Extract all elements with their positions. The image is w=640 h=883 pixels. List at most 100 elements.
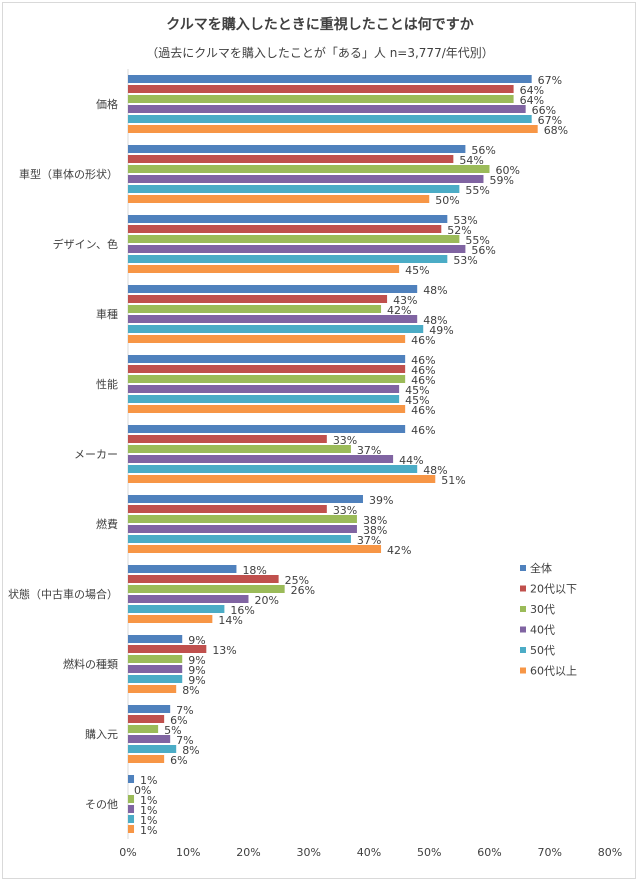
data-label: 13%: [212, 644, 236, 657]
legend-swatch: [520, 585, 526, 592]
data-label: 44%: [399, 454, 423, 467]
data-label: 48%: [423, 314, 447, 327]
data-label: 56%: [471, 244, 495, 257]
data-label: 54%: [459, 154, 483, 167]
data-label: 46%: [411, 404, 435, 417]
bar: [128, 375, 406, 383]
bar: [128, 605, 225, 613]
legend-swatch: [520, 667, 526, 674]
legend-swatch: [520, 606, 526, 612]
data-label: 38%: [363, 524, 387, 537]
data-label: 33%: [333, 504, 357, 517]
x-tick-label: 40%: [357, 846, 381, 859]
data-label: 6%: [170, 714, 187, 727]
data-label: 46%: [411, 424, 435, 437]
data-label: 37%: [357, 534, 381, 547]
data-label: 46%: [411, 364, 435, 377]
bar: [128, 675, 183, 683]
bar: [128, 725, 159, 733]
x-tick-label: 60%: [477, 846, 501, 859]
bar: [128, 165, 490, 173]
category-label: 車種: [96, 307, 118, 321]
bar: [128, 285, 418, 293]
bar: [128, 825, 135, 833]
bar: [128, 185, 460, 193]
data-label: 53%: [453, 214, 477, 227]
data-label: 1%: [140, 804, 157, 817]
bar: [128, 95, 514, 103]
data-label: 8%: [182, 684, 199, 697]
bar: [128, 805, 135, 813]
data-label: 6%: [170, 754, 187, 767]
data-label: 45%: [405, 384, 429, 397]
x-tick-label: 10%: [176, 846, 200, 859]
bar: [128, 75, 532, 83]
data-label: 7%: [176, 734, 193, 747]
bar: [128, 735, 171, 743]
data-label: 1%: [140, 794, 157, 807]
category-label: 価格: [96, 97, 118, 111]
bar: [128, 315, 418, 323]
data-label: 1%: [140, 774, 157, 787]
bar: [128, 125, 538, 133]
bar: [128, 755, 165, 763]
bar: [128, 255, 448, 263]
data-label: 9%: [188, 674, 205, 687]
data-label: 55%: [465, 184, 489, 197]
data-label: 38%: [363, 514, 387, 527]
category-label: 燃料の種類: [63, 657, 118, 671]
legend-label: 20代以下: [530, 583, 577, 596]
bar: [128, 395, 400, 403]
bar: [128, 775, 135, 783]
data-label: 18%: [242, 564, 266, 577]
legend-label: 60代以上: [530, 665, 577, 678]
data-label: 20%: [255, 594, 279, 607]
data-label: 64%: [520, 94, 544, 107]
bar: [128, 385, 400, 393]
bar: [128, 215, 448, 223]
bar: [128, 635, 183, 643]
bar: [128, 465, 418, 473]
data-label: 14%: [218, 614, 242, 627]
category-label: 車型（車体の形状）: [19, 167, 118, 181]
bar: [128, 615, 213, 623]
category-label: デザイン、色: [53, 237, 118, 251]
legend-swatch: [520, 626, 526, 633]
data-label: 1%: [140, 814, 157, 827]
bar: [128, 295, 388, 303]
category-label: 状態（中古車の場合）: [8, 587, 118, 601]
legend-swatch: [520, 647, 526, 653]
data-label: 48%: [423, 284, 447, 297]
bar: [128, 645, 207, 653]
bar: [128, 265, 400, 273]
chart-subtitle: （過去にクルマを購入したことが「ある」人 n=3,777/年代別）: [146, 46, 494, 60]
bar: [128, 175, 484, 183]
data-label: 67%: [538, 114, 562, 127]
bar: [128, 435, 327, 443]
category-label: 購入元: [85, 727, 118, 741]
bar: [128, 155, 454, 163]
bar: [128, 335, 406, 343]
chart-title: クルマを購入したときに重視したことは何ですか: [166, 17, 474, 33]
bar: [128, 535, 351, 543]
data-label: 42%: [387, 304, 411, 317]
bar: [128, 235, 460, 243]
data-label: 7%: [176, 704, 193, 717]
bar: [128, 145, 466, 153]
bar: [128, 595, 249, 603]
data-label: 1%: [140, 824, 157, 837]
bar: [128, 225, 442, 233]
data-label: 39%: [369, 494, 393, 507]
data-label: 46%: [411, 374, 435, 387]
data-label: 9%: [188, 664, 205, 677]
bar: [128, 665, 183, 673]
data-label: 56%: [471, 144, 495, 157]
bar: [128, 525, 357, 533]
bar: [128, 585, 285, 593]
bar: [128, 515, 357, 523]
data-label: 0%: [134, 784, 151, 797]
data-label: 43%: [393, 294, 417, 307]
bar: [128, 655, 183, 663]
data-label: 25%: [285, 574, 309, 587]
bar: [128, 325, 424, 333]
